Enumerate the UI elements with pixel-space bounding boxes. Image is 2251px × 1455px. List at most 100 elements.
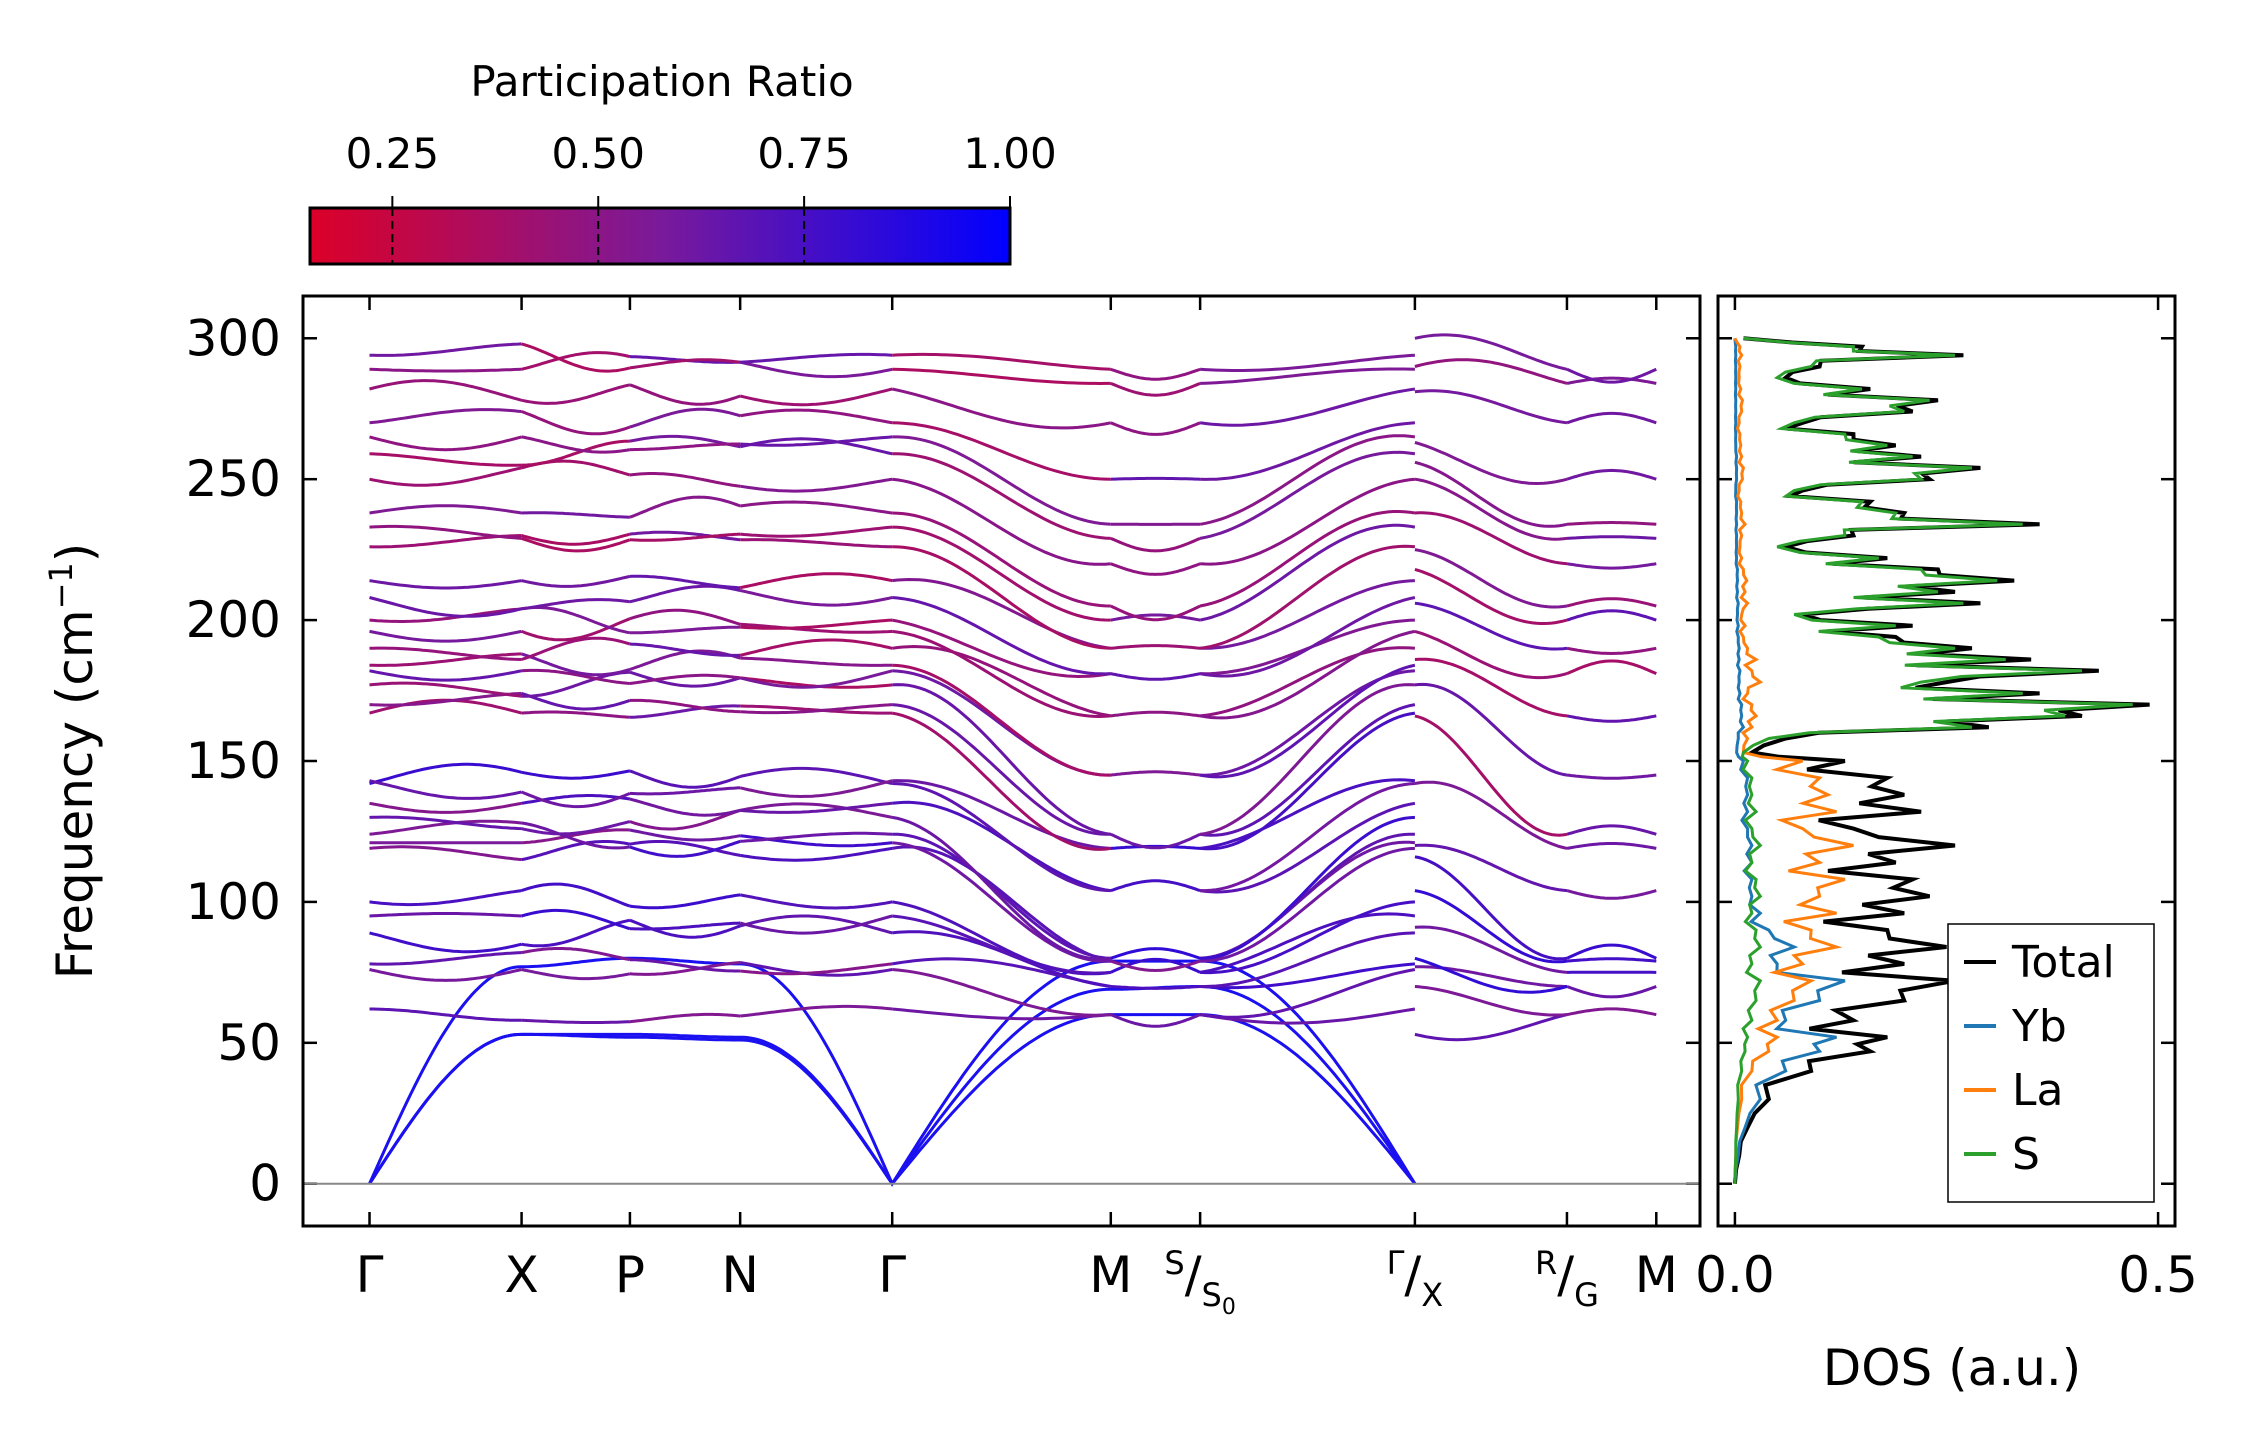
optical-branch	[739, 408, 893, 425]
optical-branch	[369, 629, 522, 643]
optical-branch	[1414, 511, 1568, 566]
optical-branch	[1110, 562, 1201, 576]
optical-branch	[521, 598, 631, 611]
optical-branch	[521, 691, 631, 711]
optical-branch	[369, 652, 522, 667]
y-axis-label: Frequency (cm−1)	[42, 543, 104, 980]
optical-branch	[1566, 646, 1657, 656]
optical-branch	[892, 629, 1111, 719]
optical-branch	[891, 644, 1112, 718]
optical-branch	[892, 352, 1111, 371]
optical-branch	[740, 962, 893, 976]
y-tick-label: 200	[186, 591, 281, 649]
optical-branch	[1199, 596, 1416, 678]
optical-branch	[1199, 544, 1416, 650]
optical-branch	[1414, 629, 1568, 680]
optical-branch	[892, 435, 1111, 526]
optical-branch	[1414, 333, 1568, 371]
band-lines	[368, 333, 1657, 1187]
optical-branch	[1414, 441, 1568, 486]
optical-branch	[369, 815, 522, 831]
optical-branch	[1566, 889, 1657, 900]
optical-branch	[629, 472, 741, 488]
optical-branch	[369, 596, 522, 618]
optical-branch	[1566, 609, 1657, 622]
optical-branch	[1566, 985, 1657, 999]
dos-x-tick-label: 0.5	[2118, 1246, 2198, 1304]
optical-branch	[629, 442, 741, 452]
optical-branch	[1199, 646, 1416, 718]
optical-branch	[369, 669, 522, 682]
optical-branch	[892, 832, 1111, 960]
optical-branch	[629, 530, 741, 542]
optical-branch	[1414, 657, 1568, 718]
optical-branch	[1200, 815, 1415, 960]
optical-branch	[369, 504, 522, 515]
optical-branch	[521, 383, 631, 405]
optical-branch	[1110, 710, 1201, 718]
optical-branch	[1414, 889, 1568, 964]
optical-branch	[629, 532, 741, 542]
y-tick-label: 300	[186, 309, 281, 367]
optical-branch	[740, 618, 893, 630]
optical-branch	[629, 642, 741, 657]
optical-branch	[369, 408, 522, 425]
optical-branch	[739, 572, 893, 590]
optical-branch	[521, 947, 631, 962]
dos-series-s	[1733, 336, 2133, 1184]
optical-branch	[1566, 562, 1657, 570]
dos-series-la	[1733, 337, 1854, 1184]
optical-branch	[1414, 855, 1568, 961]
colorbar-tick-label: 0.75	[757, 129, 851, 178]
optical-branch	[892, 782, 1111, 893]
optical-branch	[892, 367, 1111, 386]
dos-x-label: DOS (a.u.)	[1823, 1339, 2082, 1397]
optical-branch	[1199, 968, 1416, 1019]
optical-branch	[891, 711, 1111, 851]
optical-branch	[1414, 925, 1568, 974]
optical-branch	[521, 532, 631, 546]
optical-branch	[1200, 900, 1416, 975]
optical-branch	[740, 525, 893, 538]
optical-branch	[1110, 672, 1201, 681]
optical-branch	[1200, 421, 1416, 481]
optical-branch	[892, 452, 1111, 540]
optical-branch	[521, 636, 631, 661]
optical-branch	[1110, 613, 1201, 622]
optical-branch	[1566, 376, 1657, 385]
optical-branch	[629, 786, 741, 796]
colorbar-label: Participation Ratio	[470, 57, 853, 106]
optical-branch	[1566, 597, 1657, 608]
optical-branch	[1110, 367, 1201, 381]
optical-branch	[1199, 523, 1416, 622]
optical-branch	[1414, 682, 1568, 777]
optical-branch	[892, 968, 1111, 1017]
optical-branch	[892, 525, 1111, 622]
optical-branch	[521, 1018, 630, 1024]
optical-branch	[892, 663, 1111, 777]
optical-branch	[629, 921, 741, 931]
optical-branch	[1110, 879, 1201, 893]
x-tick-label-split: S/S0	[1164, 1244, 1235, 1320]
optical-branch	[1566, 957, 1657, 963]
y-tick-label: 150	[186, 732, 281, 790]
optical-branch	[369, 607, 522, 623]
optical-branch	[521, 574, 631, 588]
optical-branch	[1200, 782, 1416, 893]
band-axes-frame	[301, 294, 1702, 1228]
optical-branch	[629, 839, 741, 858]
optical-branch	[629, 698, 741, 714]
y-tick-label: 100	[186, 873, 281, 931]
optical-branch	[369, 1007, 522, 1022]
optical-branch	[1110, 421, 1201, 436]
y-tick-label: 0	[249, 1155, 281, 1213]
optical-branch	[521, 821, 631, 850]
optical-branch	[891, 900, 1111, 976]
optical-branch	[369, 951, 522, 966]
optical-branch	[1199, 629, 1416, 720]
dos-axes-frame	[1716, 294, 2177, 1228]
optical-branch	[629, 769, 741, 789]
dos-lines	[1732, 336, 2150, 1184]
optical-branch	[1566, 773, 1657, 780]
